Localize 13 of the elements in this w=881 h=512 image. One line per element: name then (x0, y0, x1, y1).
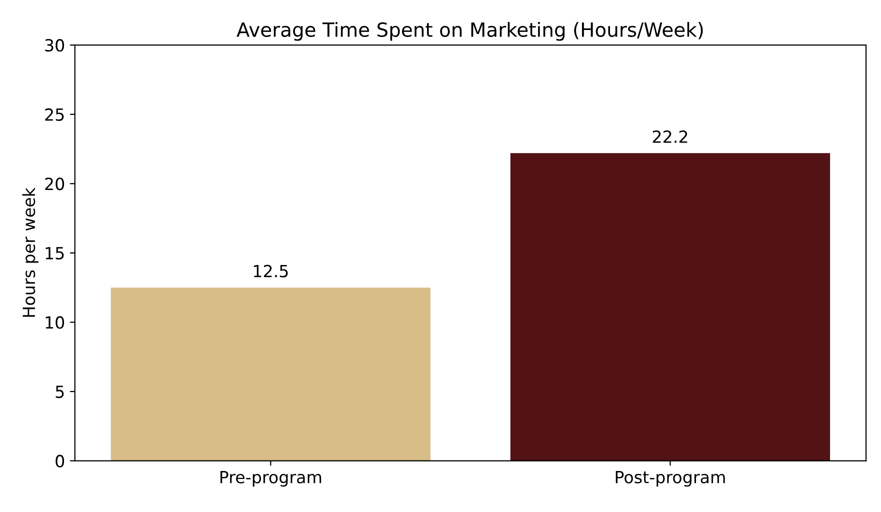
y-tick-label: 5 (56, 386, 64, 398)
y-tick-label: 25 (45, 108, 64, 121)
chart-title: Average Time Spent on Marketing (Hours/Week) (236, 22, 703, 41)
y-tick-label: 15 (46, 247, 64, 260)
x-tick-label: Post-program (616, 471, 725, 487)
data-label: 22.2 (652, 130, 688, 143)
y-tick-label: 0 (56, 454, 64, 468)
x-tick-label: Pre-program (220, 471, 322, 487)
data-label: 12.5 (254, 264, 288, 278)
y-tick-label: 20 (45, 178, 64, 190)
y-tick-label: 30 (45, 39, 64, 52)
y-tick-label: 10 (46, 316, 64, 329)
y-axis-title: Hours per week (22, 188, 38, 317)
